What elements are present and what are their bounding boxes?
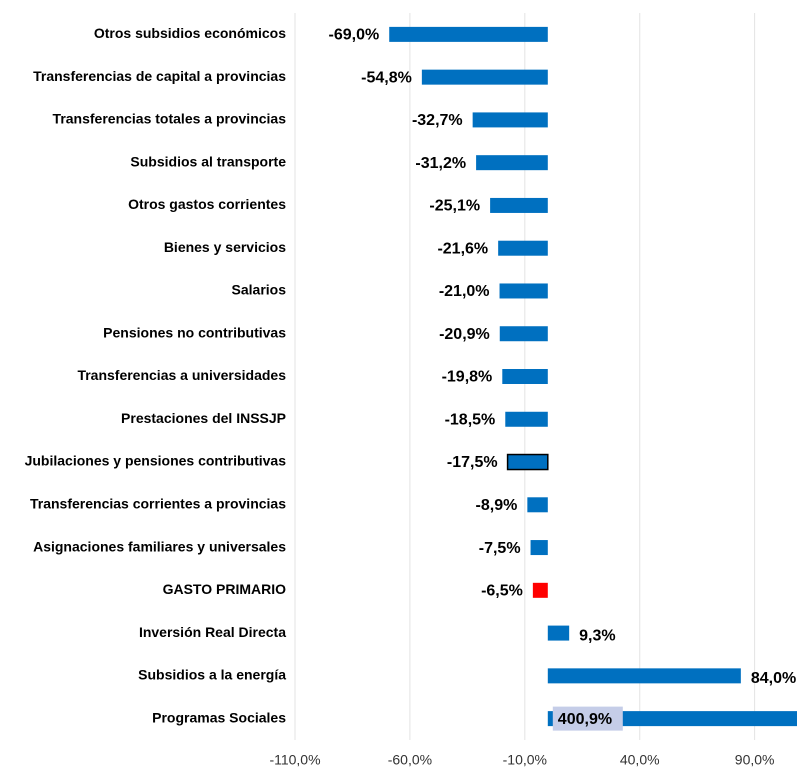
y-tick-label: Bienes y servicios — [164, 239, 286, 255]
value-label: -17,5% — [447, 454, 498, 471]
x-tick-label: -10,0% — [503, 752, 547, 768]
y-tick-label: Inversión Real Directa — [139, 624, 286, 640]
y-tick-label: Salarios — [232, 282, 287, 298]
y-tick-label: Subsidios al transporte — [130, 153, 286, 169]
value-label: -21,0% — [439, 283, 490, 300]
bar — [498, 240, 548, 256]
value-label: 400,9% — [558, 711, 612, 728]
y-tick-label: Pensiones no contributivas — [103, 324, 286, 340]
value-label: 9,3% — [579, 627, 615, 644]
y-tick-label: Otros gastos corrientes — [128, 196, 286, 212]
value-label: -20,9% — [439, 326, 490, 343]
value-label: -21,6% — [437, 240, 488, 257]
y-tick-label: Transferencias totales a provincias — [53, 111, 287, 127]
y-tick-label: Asignaciones familiares y universales — [33, 538, 286, 554]
bar — [476, 155, 548, 171]
bar — [547, 625, 570, 641]
x-tick-label: -110,0% — [269, 752, 320, 768]
bar — [389, 26, 548, 42]
value-label: -31,2% — [415, 155, 466, 172]
value-label: -18,5% — [445, 411, 496, 428]
x-tick-label: -60,0% — [388, 752, 432, 768]
y-tick-label: Programas Sociales — [152, 709, 286, 725]
y-tick-label: Jubilaciones y pensiones contributivas — [25, 453, 287, 469]
bar — [499, 283, 548, 299]
bar — [532, 582, 548, 598]
value-label: -6,5% — [481, 583, 523, 600]
y-tick-label: Subsidios a la energía — [138, 667, 286, 683]
x-tick-label: 90,0% — [735, 752, 775, 768]
y-tick-label: GASTO PRIMARIO — [163, 581, 287, 597]
value-label: 84,0% — [751, 670, 796, 687]
value-label: -25,1% — [429, 198, 480, 215]
y-tick-label: Transferencias corrientes a provincias — [30, 495, 286, 511]
value-label: -19,8% — [442, 369, 493, 386]
bar — [499, 326, 548, 342]
y-tick-label: Prestaciones del INSSJP — [121, 410, 286, 426]
value-label: -69,0% — [329, 27, 380, 44]
bar — [502, 369, 548, 384]
bar — [505, 411, 548, 427]
y-tick-label: Transferencias a universidades — [77, 367, 286, 383]
value-label: -7,5% — [479, 540, 521, 557]
y-tick-label: Transferencias de capital a provincias — [33, 68, 286, 84]
value-label: -54,8% — [361, 69, 412, 86]
bar — [527, 497, 548, 513]
x-tick-label: 40,0% — [620, 752, 660, 768]
bar — [530, 540, 548, 556]
value-label: -8,9% — [476, 497, 518, 514]
bar — [421, 69, 548, 85]
value-label-bg — [552, 706, 623, 731]
bar — [506, 453, 549, 471]
value-label: -32,7% — [412, 112, 463, 129]
y-tick-label: Otros subsidios económicos — [94, 25, 286, 41]
bar — [490, 197, 548, 213]
bar — [472, 112, 548, 128]
bar — [547, 668, 741, 684]
